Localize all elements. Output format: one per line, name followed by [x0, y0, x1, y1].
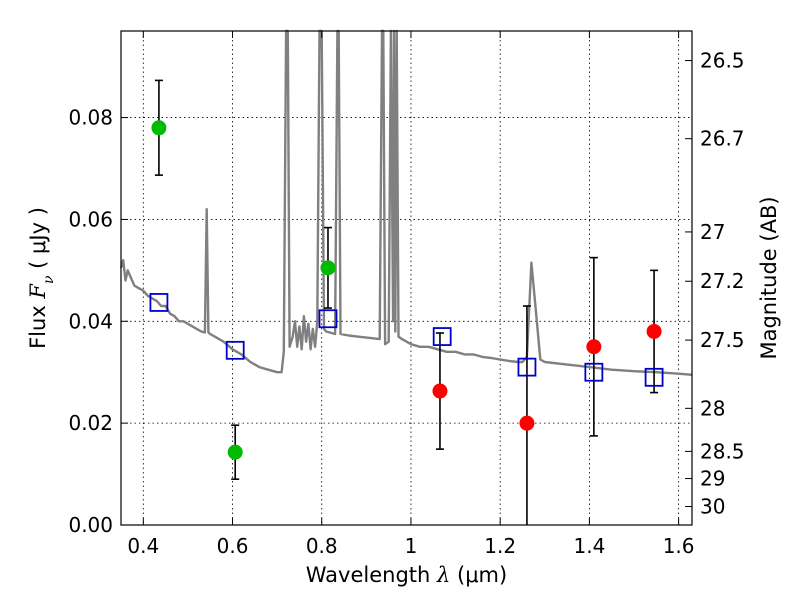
- x-tick-label: 1.6: [663, 534, 695, 558]
- red-data-point: [432, 383, 448, 399]
- right-tick-label: 29: [700, 467, 725, 491]
- right-tick-label: 27: [700, 220, 725, 244]
- green-data-point: [151, 120, 167, 136]
- y-tick-label: 0.04: [68, 309, 113, 333]
- model-square-marker: [318, 309, 338, 329]
- y-axis-nu-subscript: ν: [41, 275, 57, 284]
- x-axis-label: Wavelength λ (μm): [306, 563, 507, 587]
- y-axis-f-symbol: F: [26, 283, 50, 300]
- model-spectrum: [119, 29, 693, 376]
- plot-frame: [120, 30, 693, 526]
- axis-ticks: 0.4 0.6 0.8 1 1.2 1.4 1.6 0.00 0.02 0.04 0.06 0.08 2…: [68, 31, 745, 558]
- right-tick-label: 26.5: [700, 49, 745, 73]
- right-tick-label: 28: [700, 396, 725, 420]
- x-tick-label: 1: [405, 534, 418, 558]
- y-tick-label: 0.08: [68, 106, 113, 130]
- green-data-point: [227, 444, 243, 460]
- model-square-marker: [584, 362, 604, 382]
- x-tick-label: 1.2: [484, 534, 516, 558]
- x-tick-label: 0.8: [306, 534, 338, 558]
- x-axis-lambda-symbol: λ: [436, 563, 450, 587]
- right-tick-label: 26.7: [700, 127, 745, 151]
- model-square-marker: [432, 327, 452, 346]
- data-markers: [149, 120, 664, 460]
- model-square-marker: [517, 357, 537, 377]
- right-tick-label: 30: [700, 495, 725, 519]
- x-tick-label: 0.4: [127, 534, 159, 558]
- model-spectrum-line: [119, 29, 693, 376]
- right-tick-label: 27.2: [700, 269, 745, 293]
- y-axis-label-text: Flux: [26, 299, 50, 349]
- right-axis-label: Magnitude (AB): [757, 196, 781, 359]
- x-tick-label: 0.6: [217, 534, 249, 558]
- red-data-point: [519, 415, 535, 431]
- model-square-marker: [644, 367, 664, 387]
- y-axis-unit: ( μJy ): [26, 207, 50, 275]
- y-tick-label: 0.00: [68, 513, 113, 537]
- x-tick-label: 1.4: [573, 534, 605, 558]
- x-axis-unit: (μm): [450, 563, 507, 587]
- right-tick-label: 28.5: [700, 439, 745, 463]
- x-axis-label-text: Wavelength: [306, 563, 437, 587]
- model-square-marker: [225, 340, 245, 360]
- y-tick-label: 0.06: [68, 207, 113, 231]
- model-square-marker: [149, 293, 169, 312]
- y-axis-label: Flux Fν ( μJy ): [26, 207, 57, 349]
- red-data-point: [586, 339, 602, 355]
- right-tick-label: 27.5: [700, 328, 745, 352]
- y-tick-label: 0.02: [68, 411, 113, 435]
- red-data-point: [646, 323, 662, 339]
- error-bars: [154, 79, 659, 525]
- green-data-point: [320, 260, 336, 276]
